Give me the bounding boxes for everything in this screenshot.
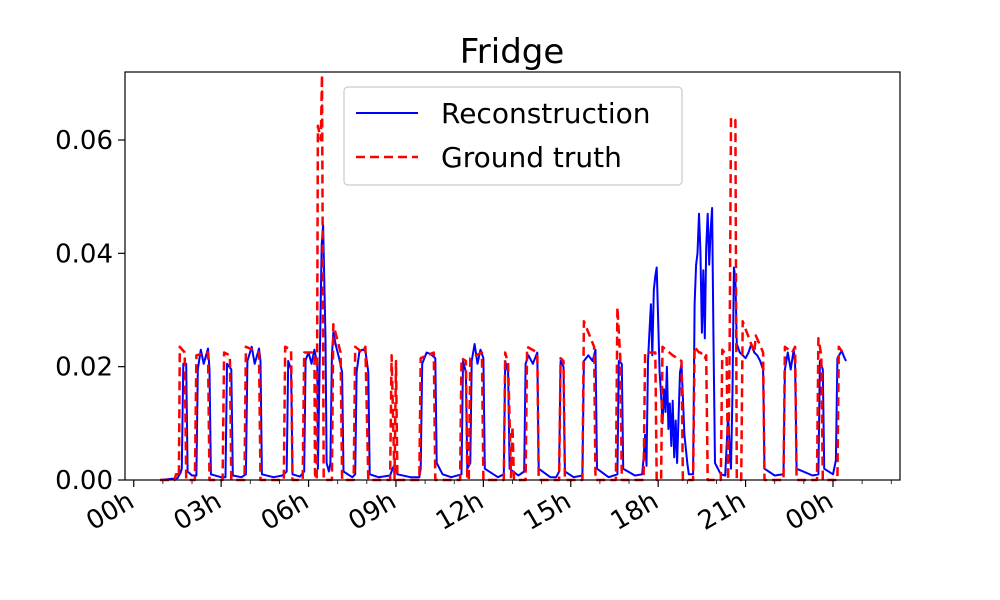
chart-title: Fridge <box>460 32 565 72</box>
legend-label-reconstruction: Reconstruction <box>441 97 651 130</box>
y-axis: 0.00 0.02 0.04 0.06 <box>55 126 125 496</box>
legend-label-ground-truth: Ground truth <box>441 141 622 174</box>
series-layer <box>159 73 847 482</box>
y-tick-label: 0.00 <box>55 466 113 496</box>
legend: Reconstruction Ground truth <box>343 86 683 186</box>
series-line-ground-truth <box>160 73 846 482</box>
legend-box <box>343 86 683 186</box>
y-tick-label: 0.02 <box>55 353 113 383</box>
y-tick-label: 0.04 <box>55 239 113 269</box>
y-tick-label: 0.06 <box>55 126 113 156</box>
